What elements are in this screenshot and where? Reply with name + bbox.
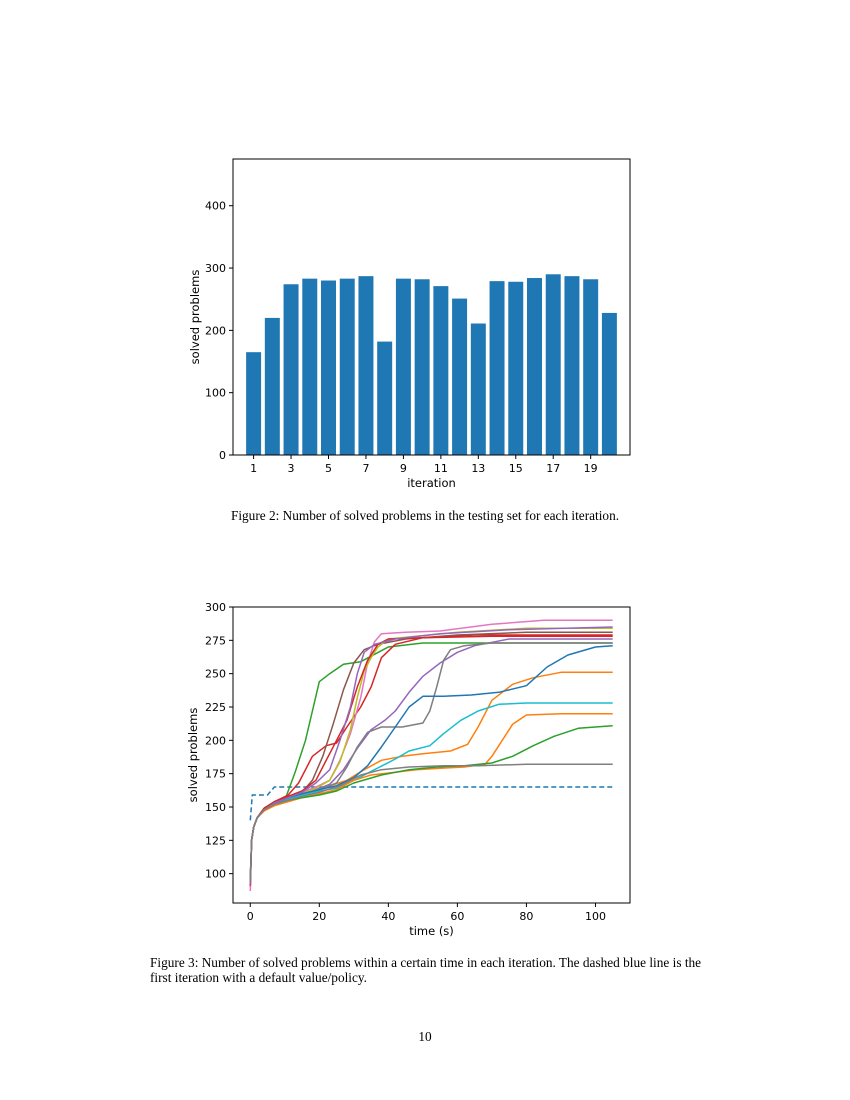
figure-3-line-chart: 100 125 150 175 200 225 250 275 300 0 20 40 60 80 100 t… [186,601,631,938]
x-tick-label: 15 [509,462,523,475]
series-line-14 [249,626,613,885]
x-tick-label: 60 [450,910,464,923]
bar-iteration-15 [508,281,524,455]
plot-frame [232,158,631,456]
series-line-10 [249,644,613,881]
x-tick-label: 5 [325,462,332,475]
bar-iteration-17 [545,274,561,455]
series-line-2 [249,642,613,881]
series-line-first-iteration-dashed [249,786,613,821]
bar-iteration-2 [264,317,280,455]
y-tick-label: 150 [205,801,226,814]
bar-iteration-8 [377,341,393,455]
series-line-8 [249,627,613,884]
x-tick-label: 9 [400,462,407,475]
figure-2-caption: Figure 2: Number of solved problems in t… [230,508,620,523]
x-tick-label: 13 [471,462,485,475]
series-line-15 [249,763,613,882]
y-tick-label: 200 [205,734,226,747]
y-tick-label: 250 [205,668,226,681]
x-tick-label: 7 [362,462,369,475]
y-axis-label: solved problems [188,270,202,365]
x-tick-label: 1 [250,462,257,475]
y-tick-label: 300 [205,601,226,614]
series-line-4 [249,638,613,888]
x-tick-label: 100 [585,910,606,923]
bar-iteration-3 [283,284,299,455]
y-tick-label: 275 [205,634,226,647]
bar-iteration-11 [433,286,449,455]
plot-frame [232,606,631,904]
x-tick-label: 3 [288,462,295,475]
y-tick-label: 200 [205,324,226,337]
bar-iteration-9 [395,278,411,455]
bar-iteration-16 [527,278,542,455]
bar-iteration-5 [321,280,336,455]
x-tick-label: 11 [434,462,448,475]
y-tick-label: 400 [205,200,226,213]
y-tick-label: 100 [205,387,226,400]
y-tick-label: 125 [205,834,226,847]
x-tick-label: 80 [519,910,533,923]
bar-iteration-7 [358,276,374,455]
y-axis-label: solved problems [186,708,200,803]
figure-3-caption: Figure 3: Number of solved problems with… [150,955,702,985]
y-tick-label: 0 [219,449,226,462]
bar-iteration-19 [583,279,599,455]
x-axis-label: iteration [407,476,456,490]
bar-iteration-6 [339,278,355,455]
series-line-12 [249,724,613,881]
bar-iteration-14 [489,281,505,455]
y-tick-label: 100 [205,868,226,881]
y-tick-label: 300 [205,262,226,275]
series-line-13 [249,635,613,886]
page-number: 10 [418,1029,432,1044]
x-tick-label: 19 [584,462,598,475]
bar-iteration-13 [470,323,486,455]
bar-iteration-20 [601,312,617,455]
x-tick-label: 40 [381,910,395,923]
bar-iteration-12 [452,298,468,455]
y-tick-label: 225 [205,701,226,714]
x-tick-label: 20 [312,910,326,923]
bar-iteration-18 [564,276,580,455]
bar-iteration-4 [302,278,318,455]
x-axis-label: time (s) [409,924,454,938]
bar-iteration-10 [414,279,430,455]
bar-iteration-1 [246,352,262,455]
x-tick-label: 17 [546,462,560,475]
x-tick-label: 0 [247,910,254,923]
y-tick-label: 175 [205,768,226,781]
